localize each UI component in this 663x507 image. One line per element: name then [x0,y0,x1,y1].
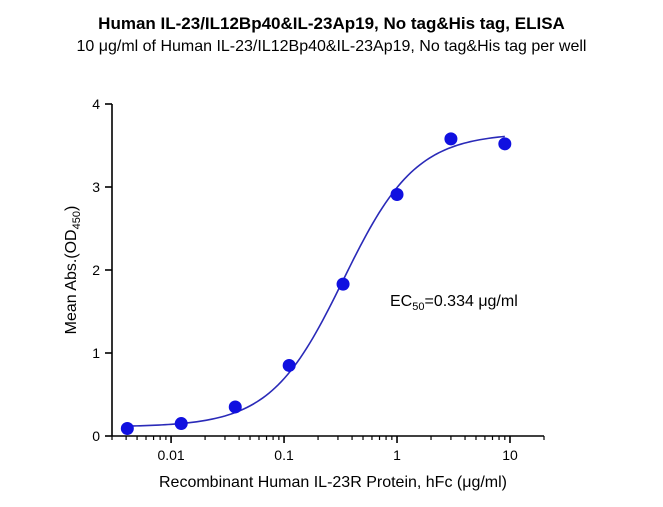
x-tick-label: 0.01 [157,447,184,463]
data-point [228,400,242,414]
y-tick-label: 3 [92,179,100,195]
ticks: 0 1 2 3 4 0.01 0.1 1 10 [92,96,545,463]
y-tick-label: 2 [92,262,100,278]
data-point [498,137,512,151]
x-tick-label: 0.1 [274,447,294,463]
ec50-prefix: EC [390,293,412,310]
data-point [120,422,134,436]
ec50-suffix: =0.334 μg/ml [424,293,517,310]
y-axis-title-subscript: 450 [71,211,83,229]
ec50-annotation: EC50=0.334 μg/ml [390,293,518,313]
y-tick-label: 4 [92,96,100,112]
data-point [444,132,458,146]
data-point [336,277,350,291]
axes [111,104,544,437]
y-tick-label: 1 [92,345,100,361]
x-tick-label: 1 [393,447,401,463]
fit-curve [127,135,505,427]
x-axis-title: Recombinant Human IL-23R Protein, hFc (μ… [159,474,507,491]
data-point [174,417,188,431]
y-axis-title: Mean Abs.(OD450) [63,206,83,335]
chart-subtitle: 10 μg/ml of Human IL-23/IL12Bp40&IL-23Ap… [76,38,587,55]
data-point [282,358,296,372]
y-axis-title-prefix: Mean Abs.(OD [63,229,80,334]
data-point [390,187,404,201]
x-tick-label: 10 [502,447,518,463]
chart-title: Human IL-23/IL12Bp40&IL-23Ap19, No tag&H… [98,14,565,33]
y-axis-title-suffix: ) [63,206,80,211]
ec50-subscript: 50 [412,301,424,313]
data-points [120,132,512,436]
y-tick-label: 0 [92,428,100,444]
